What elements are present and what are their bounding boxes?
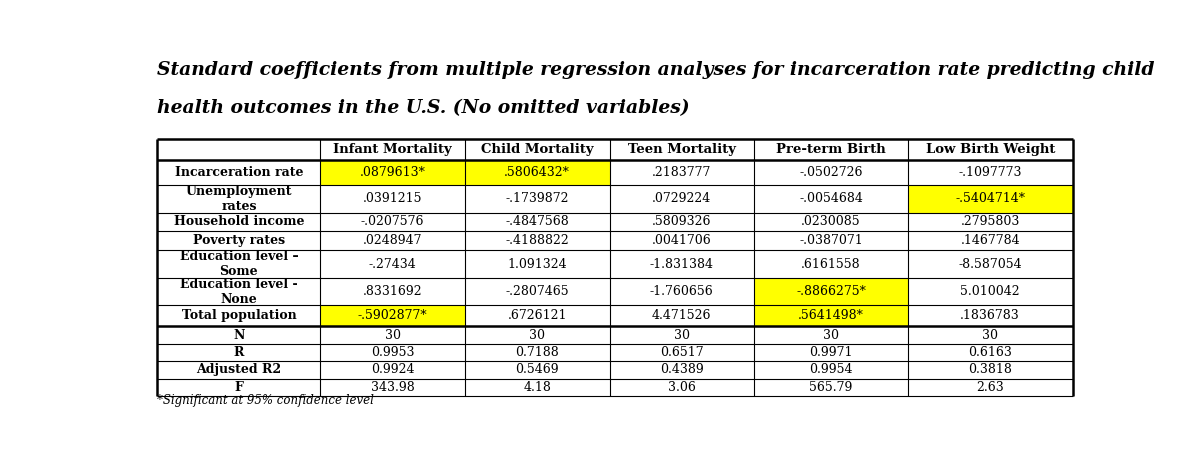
Text: .5641498*: .5641498* xyxy=(798,309,864,322)
Text: F: F xyxy=(234,381,244,394)
Text: 0.5469: 0.5469 xyxy=(516,363,559,376)
Text: Household income: Household income xyxy=(174,215,304,228)
Text: 0.9953: 0.9953 xyxy=(371,346,414,359)
Text: 30: 30 xyxy=(529,329,545,342)
Text: -.1739872: -.1739872 xyxy=(505,192,569,205)
Text: -.0054684: -.0054684 xyxy=(799,192,863,205)
Text: .1467784: .1467784 xyxy=(960,234,1020,247)
Text: .5809326: .5809326 xyxy=(652,215,712,228)
Text: .1836783: .1836783 xyxy=(960,309,1020,322)
Text: Total population: Total population xyxy=(181,309,296,322)
Text: Adjusted R2: Adjusted R2 xyxy=(197,363,282,376)
Text: Infant Mortality: Infant Mortality xyxy=(334,143,452,156)
Text: .2183777: .2183777 xyxy=(652,166,712,179)
Text: 30: 30 xyxy=(982,329,998,342)
Text: 0.6517: 0.6517 xyxy=(660,346,703,359)
Text: 4.18: 4.18 xyxy=(523,381,551,394)
Text: .0391215: .0391215 xyxy=(362,192,422,205)
Text: .6726121: .6726121 xyxy=(508,309,566,322)
Text: 565.79: 565.79 xyxy=(809,381,853,394)
Text: N: N xyxy=(233,329,245,342)
Text: .5806432*: .5806432* xyxy=(504,166,570,179)
Bar xyxy=(754,278,908,306)
Text: R: R xyxy=(234,346,244,359)
Text: .6161558: .6161558 xyxy=(802,257,860,270)
Text: Unemployment
rates: Unemployment rates xyxy=(186,185,292,213)
Bar xyxy=(464,160,610,185)
Text: -.8866275*: -.8866275* xyxy=(796,285,866,298)
Text: .0729224: .0729224 xyxy=(652,192,712,205)
Text: 0.9971: 0.9971 xyxy=(809,346,853,359)
Text: .0230085: .0230085 xyxy=(802,215,860,228)
Text: Poverty rates: Poverty rates xyxy=(193,234,284,247)
Text: .0248947: .0248947 xyxy=(362,234,422,247)
Text: -1.760656: -1.760656 xyxy=(650,285,714,298)
Text: Pre-term Birth: Pre-term Birth xyxy=(776,143,886,156)
Text: 0.4389: 0.4389 xyxy=(660,363,703,376)
Text: *Significant at 95% confidence level: *Significant at 95% confidence level xyxy=(157,394,374,407)
Text: -.0387071: -.0387071 xyxy=(799,234,863,247)
Bar xyxy=(908,185,1073,213)
Text: .8331692: .8331692 xyxy=(362,285,422,298)
Text: .0879613*: .0879613* xyxy=(360,166,426,179)
Text: health outcomes in the U.S. (No omitted variables): health outcomes in the U.S. (No omitted … xyxy=(157,99,690,117)
Bar xyxy=(754,306,908,326)
Text: Teen Mortality: Teen Mortality xyxy=(628,143,736,156)
Text: -.2807465: -.2807465 xyxy=(505,285,569,298)
Text: -.0207576: -.0207576 xyxy=(361,215,425,228)
Text: 0.9924: 0.9924 xyxy=(371,363,414,376)
Text: -.1097773: -.1097773 xyxy=(959,166,1022,179)
Text: 30: 30 xyxy=(823,329,839,342)
Text: -1.831384: -1.831384 xyxy=(650,257,714,270)
Text: Education level -
None: Education level - None xyxy=(180,278,298,306)
Text: 0.7188: 0.7188 xyxy=(515,346,559,359)
Text: .0041706: .0041706 xyxy=(652,234,712,247)
Text: 0.9954: 0.9954 xyxy=(809,363,853,376)
Bar xyxy=(320,306,464,326)
Text: -.4847568: -.4847568 xyxy=(505,215,569,228)
Text: 2.63: 2.63 xyxy=(977,381,1004,394)
Text: 1.091324: 1.091324 xyxy=(508,257,568,270)
Text: Low Birth Weight: Low Birth Weight xyxy=(925,143,1055,156)
Text: -.5902877*: -.5902877* xyxy=(358,309,427,322)
Text: Child Mortality: Child Mortality xyxy=(481,143,594,156)
Text: .2795803: .2795803 xyxy=(960,215,1020,228)
Text: -.4188822: -.4188822 xyxy=(505,234,569,247)
Text: -.5404714*: -.5404714* xyxy=(955,192,1025,205)
Text: 4.471526: 4.471526 xyxy=(652,309,712,322)
Text: -.0502726: -.0502726 xyxy=(799,166,863,179)
Text: 0.6163: 0.6163 xyxy=(968,346,1012,359)
Bar xyxy=(320,160,464,185)
Text: 30: 30 xyxy=(674,329,690,342)
Text: 3.06: 3.06 xyxy=(668,381,696,394)
Text: 343.98: 343.98 xyxy=(371,381,414,394)
Text: Incarceration rate: Incarceration rate xyxy=(175,166,304,179)
Text: 5.010042: 5.010042 xyxy=(960,285,1020,298)
Text: Standard coefficients from multiple regression analyses for incarceration rate p: Standard coefficients from multiple regr… xyxy=(157,61,1154,79)
Text: -.27434: -.27434 xyxy=(368,257,416,270)
Text: Education level –
Some: Education level – Some xyxy=(180,250,298,278)
Text: 0.3818: 0.3818 xyxy=(968,363,1012,376)
Text: -8.587054: -8.587054 xyxy=(959,257,1022,270)
Text: 30: 30 xyxy=(385,329,401,342)
